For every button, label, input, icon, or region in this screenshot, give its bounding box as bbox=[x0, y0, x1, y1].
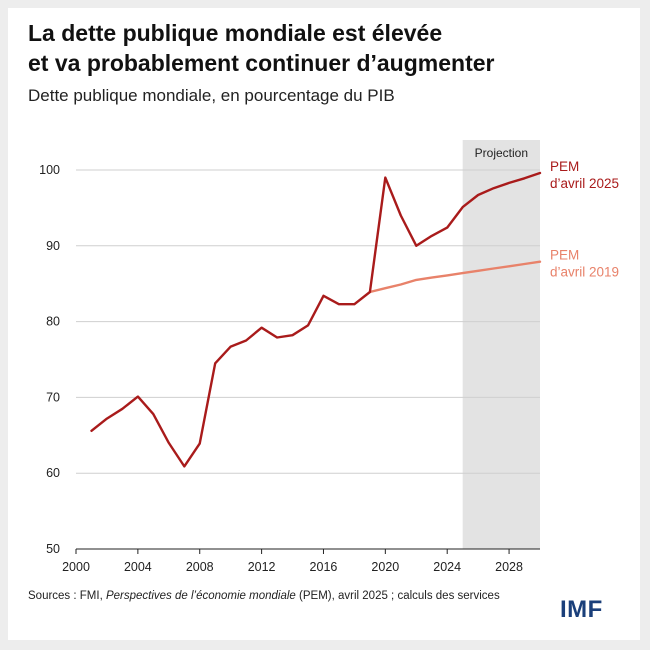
chart-subtitle: Dette publique mondiale, en pourcentage … bbox=[28, 86, 395, 105]
series-line bbox=[368, 260, 542, 294]
series-label: PEM d’avril 2025 bbox=[550, 159, 619, 191]
imf-logo: IMF bbox=[560, 596, 603, 623]
series-label: PEM d’avril 2019 bbox=[550, 248, 619, 280]
x-tick-label: 2000 bbox=[62, 560, 90, 574]
y-tick-label: 100 bbox=[39, 163, 60, 177]
series-label-line: d’avril 2019 bbox=[550, 265, 619, 280]
series-label-line: PEM bbox=[550, 159, 579, 174]
x-tick-label: 2008 bbox=[186, 560, 214, 574]
y-tick-label: 70 bbox=[46, 390, 60, 404]
y-tick-label: 60 bbox=[46, 466, 60, 480]
source-note: Sources : FMI, Perspectives de l’économi… bbox=[28, 588, 528, 604]
x-tick-label: 2024 bbox=[433, 560, 461, 574]
projection-band bbox=[462, 140, 540, 549]
x-tick-label: 2020 bbox=[371, 560, 399, 574]
source-title: Perspectives de l’économie mondiale bbox=[105, 590, 296, 602]
x-tick-label: 2012 bbox=[248, 560, 276, 574]
title-line-2: et va probablement continuer d’augmenter bbox=[28, 50, 495, 76]
series-label-line: d’avril 2025 bbox=[550, 176, 619, 191]
title-line-1: La dette publique mondiale est élevée bbox=[28, 20, 443, 46]
x-tick-label: 2016 bbox=[310, 560, 338, 574]
source-prefix: Sources : FMI, bbox=[28, 590, 106, 602]
y-tick-label: 90 bbox=[46, 239, 60, 253]
series-label-line: PEM bbox=[550, 248, 579, 263]
x-tick-label: 2028 bbox=[495, 560, 523, 574]
chart-title: La dette publique mondiale est élevée et… bbox=[28, 18, 618, 78]
y-tick-label: 50 bbox=[46, 542, 60, 556]
projection-label: Projection bbox=[475, 146, 528, 160]
x-tick-label: 2004 bbox=[124, 560, 152, 574]
series-line bbox=[90, 171, 542, 468]
source-suffix: (PEM), avril 2025 ; calculs des services bbox=[295, 590, 500, 602]
y-tick-label: 80 bbox=[46, 315, 60, 329]
